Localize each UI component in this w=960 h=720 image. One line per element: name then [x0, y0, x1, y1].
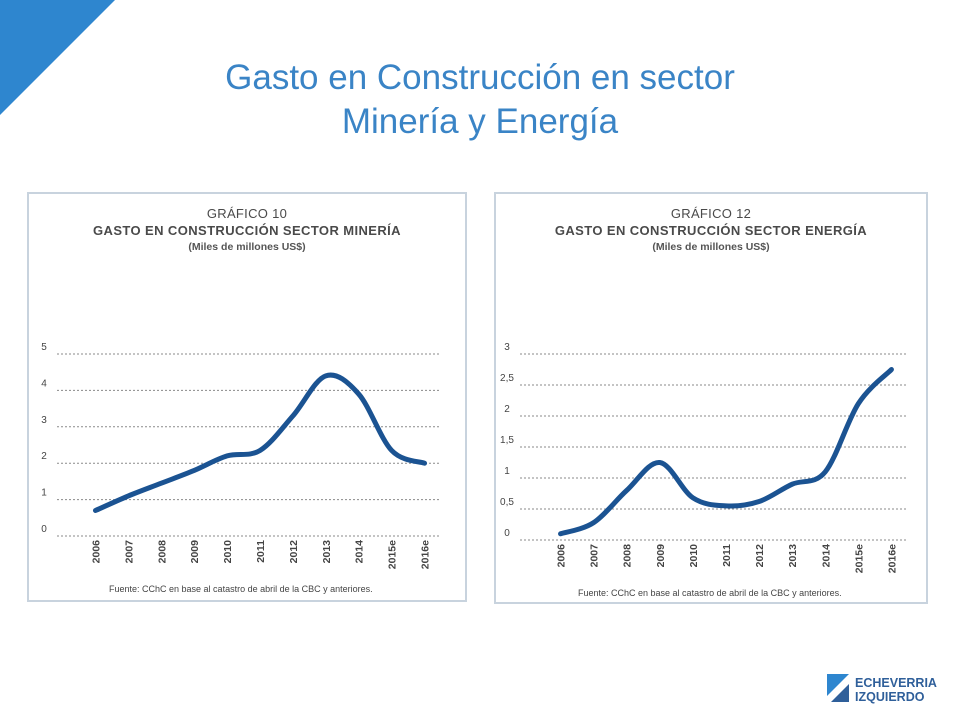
- data-point: [93, 508, 98, 513]
- x-tick-label: 2006: [90, 540, 102, 564]
- y-tick-label: 2: [41, 451, 47, 462]
- data-point: [690, 495, 695, 500]
- chart-subtitle: (Miles de millones US$): [652, 241, 770, 253]
- x-tick-label: 2011: [255, 540, 267, 563]
- x-tick-label: 2009: [655, 544, 667, 568]
- chart-subtitle: (Miles de millones US$): [188, 241, 306, 253]
- logo-mark-icon: [827, 674, 849, 702]
- data-point: [225, 453, 230, 458]
- data-point: [624, 488, 629, 493]
- data-point: [591, 520, 596, 525]
- x-tick-label: 2013: [321, 540, 333, 564]
- data-point: [356, 392, 361, 397]
- x-tick-label: 2015e: [387, 540, 399, 569]
- x-tick-label: 2012: [754, 544, 766, 568]
- y-tick-label: 1,5: [500, 435, 514, 446]
- data-point: [889, 367, 894, 372]
- data-point: [823, 469, 828, 474]
- y-tick-label: 0: [41, 524, 47, 535]
- y-tick-label: 1: [41, 488, 47, 499]
- data-point: [290, 413, 295, 418]
- logo-line2: IZQUIERDO: [855, 690, 925, 704]
- x-tick-label: 2014: [820, 544, 832, 568]
- corner-decoration: [0, 0, 115, 115]
- chart-panel-energia: GRÁFICO 12 GASTO EN CONSTRUCCIÓN SECTOR …: [494, 192, 928, 604]
- y-tick-label: 0,5: [500, 497, 514, 508]
- data-point: [258, 448, 263, 453]
- data-point: [724, 503, 729, 508]
- x-tick-label: 2015e: [853, 544, 865, 573]
- data-point: [192, 468, 197, 473]
- data-point: [790, 482, 795, 487]
- chart-mineria: 0 1 2 3 4 5 2006 2007 2008 2009 2010 2011 2012 2013 20…: [41, 342, 441, 569]
- data-point: [558, 531, 563, 536]
- y-tick-label: 3: [504, 342, 510, 353]
- y-tick-label: 2: [504, 404, 510, 415]
- slide-title: Gasto en Construcción en sector Minería …: [0, 56, 960, 144]
- y-tick-label: 0: [504, 528, 510, 539]
- slide-title-line2: Minería y Energía: [341, 101, 619, 141]
- data-point: [422, 461, 427, 466]
- chart-label: GRÁFICO 12: [670, 206, 752, 221]
- data-point: [657, 460, 662, 465]
- logo-line1: ECHEVERRIA: [855, 676, 937, 690]
- x-tick-label: 2012: [288, 540, 300, 564]
- chart-source: Fuente: CChC en base al catastro de abri…: [578, 588, 842, 598]
- data-point: [856, 401, 861, 406]
- x-tick-label: 2010: [688, 544, 700, 568]
- company-logo: ECHEVERRIA IZQUIERDO: [827, 674, 957, 710]
- chart-energia: 0 0,5 1 1,5 2 2,5 3 2006 2007 2008 2009 2010 2011 201…: [500, 342, 908, 573]
- x-tick-label: 2013: [787, 544, 799, 568]
- x-tick-label: 2016e: [886, 544, 898, 573]
- y-tick-label: 5: [41, 342, 47, 353]
- x-tick-label: 2016e: [420, 540, 432, 569]
- x-tick-label: 2014: [354, 540, 366, 564]
- x-tick-label: 2007: [589, 544, 601, 568]
- data-point: [126, 493, 131, 498]
- y-tick-label: 1: [504, 466, 510, 477]
- y-tick-label: 3: [41, 415, 47, 426]
- chart-label: GRÁFICO 10: [206, 206, 288, 221]
- y-tick-label: 2,5: [500, 373, 514, 384]
- chart-source: Fuente: CChC en base al catastro de abri…: [109, 584, 373, 594]
- x-tick-label: 2007: [123, 540, 135, 564]
- series-line: [92, 372, 428, 514]
- chart-panel-mineria: GRÁFICO 10 GASTO EN CONSTRUCCIÓN SECTOR …: [27, 192, 467, 602]
- x-tick-label: 2009: [189, 540, 201, 564]
- x-tick-label: 2008: [622, 544, 634, 568]
- data-point: [389, 448, 394, 453]
- x-tick-label: 2010: [222, 540, 234, 564]
- series-line: [558, 367, 894, 537]
- chart-title: GASTO EN CONSTRUCCIÓN SECTOR ENERGÍA: [554, 223, 868, 238]
- x-tick-label: 2008: [156, 540, 168, 564]
- x-tick-label: 2011: [721, 544, 733, 567]
- y-tick-label: 4: [41, 378, 47, 389]
- data-point: [757, 499, 762, 504]
- data-point: [159, 481, 164, 486]
- slide-title-line1: Gasto en Construcción en sector: [225, 58, 735, 97]
- x-tick-label: 2006: [556, 544, 568, 568]
- data-point: [323, 373, 328, 378]
- chart-title: GASTO EN CONSTRUCCIÓN SECTOR MINERÍA: [93, 223, 401, 238]
